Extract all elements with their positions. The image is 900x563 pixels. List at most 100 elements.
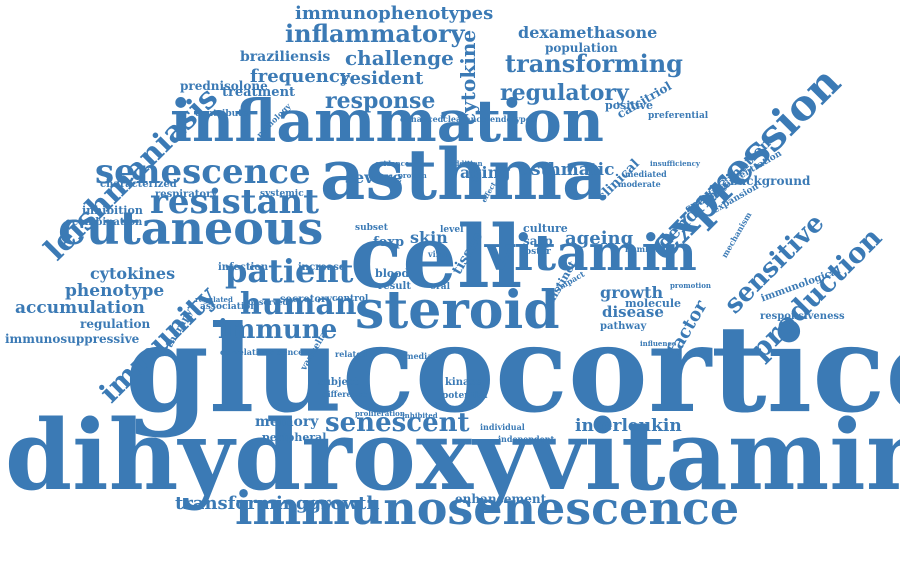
- word: characterized: [100, 179, 177, 190]
- word: transforming: [505, 49, 683, 78]
- word: combination: [72, 217, 143, 228]
- word: zoster: [520, 247, 551, 257]
- word: insufficiency: [650, 159, 700, 168]
- word: ageing: [565, 228, 634, 249]
- word: steroid: [355, 280, 560, 341]
- word: potential: [442, 391, 488, 401]
- word: association: [200, 302, 257, 312]
- word: preferential: [648, 111, 709, 121]
- word: contribute: [195, 109, 249, 119]
- word: regulation: [80, 317, 151, 331]
- word: frequency: [250, 66, 351, 87]
- word: immunosuppressive: [5, 332, 140, 346]
- word: treatment: [222, 85, 296, 100]
- word: severe: [345, 168, 403, 187]
- word: regulatory: [500, 80, 629, 106]
- word: evidence: [375, 159, 410, 168]
- word: immunophenotypes: [295, 3, 494, 24]
- word: incidence: [260, 347, 304, 357]
- word: related: [335, 349, 367, 359]
- word: cell: [350, 207, 523, 308]
- word: level: [440, 225, 464, 235]
- word: kinase: [445, 377, 482, 388]
- word: addition: [450, 159, 483, 168]
- word: phenotype: [65, 281, 165, 301]
- word: enhanced: [400, 114, 444, 124]
- word: dihydroxyvitamin: [5, 399, 900, 512]
- word: subset: [355, 223, 388, 233]
- word: population: [545, 41, 618, 55]
- word: asthmatic: [520, 160, 615, 180]
- word: influence: [640, 339, 677, 348]
- word: secretory: [280, 294, 333, 305]
- word: positive: [605, 99, 654, 112]
- word: promotion: [670, 281, 711, 290]
- word: oral: [430, 282, 450, 292]
- word: virus: [428, 249, 451, 259]
- word: systemic: [260, 189, 304, 199]
- word: individual: [480, 422, 525, 432]
- word: molecule: [625, 297, 682, 310]
- word: foxp: [373, 235, 405, 250]
- word: observed: [248, 297, 289, 307]
- word: pathway: [600, 321, 647, 332]
- word: growth: [600, 283, 664, 302]
- word: infection: [218, 262, 269, 273]
- word: median: [405, 351, 439, 361]
- word: transforminggrowth: [175, 493, 380, 514]
- word: disease: [602, 303, 664, 321]
- word: increase: [298, 262, 346, 273]
- word: number: [625, 244, 660, 254]
- word: immunosenescence: [235, 481, 740, 535]
- word: mechanism: [719, 210, 754, 260]
- word: vitamin: [485, 223, 697, 282]
- word: endotypes: [490, 114, 536, 124]
- word: prednisolone: [180, 79, 268, 93]
- word: peripheral: [262, 431, 327, 444]
- word: responsiveness: [760, 311, 845, 322]
- word: inhibition: [82, 204, 143, 217]
- word: inhibited: [402, 411, 438, 420]
- word: immune: [218, 315, 338, 345]
- word: inflammatory: [285, 19, 465, 48]
- word: mediated: [625, 169, 667, 179]
- word: correlation: [220, 347, 270, 357]
- word: aging: [460, 163, 511, 182]
- word: respiratory: [155, 189, 218, 200]
- word: cytokines: [90, 264, 176, 283]
- word: dexamethasone: [518, 23, 658, 42]
- word: asthma: [320, 133, 608, 216]
- word: clearance: [443, 114, 487, 124]
- word: braziliensis: [240, 49, 331, 65]
- word: inflammation: [170, 87, 604, 155]
- word: control: [332, 294, 369, 304]
- word: senescent: [325, 408, 470, 438]
- word: skin: [410, 228, 448, 247]
- word: moderate: [618, 179, 661, 189]
- word: background: [730, 174, 811, 188]
- word: challenge: [345, 46, 454, 70]
- word: cutaneous: [58, 201, 324, 255]
- word: response: [325, 88, 436, 114]
- word: interleukin: [575, 416, 682, 436]
- word: accumulation: [15, 298, 145, 318]
- word: sasp: [523, 234, 553, 248]
- word: enhancement: [455, 492, 547, 506]
- word: resistant: [150, 182, 319, 222]
- word: human: [240, 287, 357, 322]
- word: difference: [322, 389, 368, 399]
- word: memory: [255, 414, 319, 430]
- word: culture: [523, 222, 568, 235]
- word: subject: [318, 377, 359, 388]
- word: blood: [375, 267, 410, 280]
- word: glucocorticoid: [125, 299, 900, 440]
- word: regulated: [195, 295, 233, 304]
- word: proliferation: [355, 409, 405, 418]
- word: independent: [498, 434, 555, 444]
- word: patient: [225, 252, 354, 290]
- word: senescence: [95, 152, 311, 192]
- word: cytokine: [456, 29, 480, 125]
- word: resident: [340, 68, 424, 89]
- word: result: [378, 281, 411, 292]
